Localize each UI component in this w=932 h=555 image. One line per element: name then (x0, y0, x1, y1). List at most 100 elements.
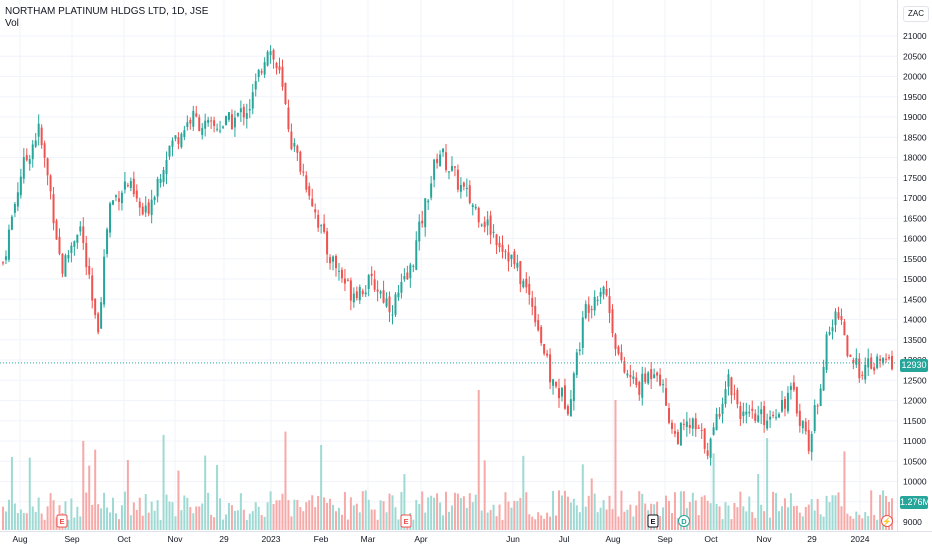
volume-bar (644, 503, 647, 530)
volume-bar (703, 495, 706, 530)
volume-bar (382, 501, 385, 530)
candle-body (662, 384, 665, 386)
time-axis: Aug Sep Oct Nov 29 2023 Feb Mar Apr Jun Jul Aug Sep O… (12, 534, 869, 544)
volume-bar (778, 511, 781, 530)
volume-bar (213, 517, 216, 530)
time-tick-label: Aug (12, 534, 27, 544)
volume-bar (2, 506, 4, 530)
candle-body (88, 266, 91, 275)
candle-body (498, 242, 501, 248)
volume-bar (691, 492, 694, 530)
volume-bar (91, 504, 94, 530)
dividend-marker-label: D (681, 517, 687, 526)
candle-body (456, 169, 459, 190)
candle-body (406, 272, 409, 280)
volume-bar (370, 509, 373, 530)
volume-bar (531, 516, 534, 530)
volume-bar (394, 507, 397, 530)
candle-body (442, 148, 445, 153)
volume-bar (141, 515, 144, 530)
dividend-marker (678, 515, 690, 527)
volume-bar (528, 514, 531, 530)
candle-body (4, 256, 7, 260)
chart-legend: NORTHAM PLATINUM HLDGS LTD, 1D, JSE Vol (5, 6, 208, 30)
volume-bar (67, 519, 70, 530)
candle-body (763, 405, 766, 426)
volume-bar (822, 516, 825, 530)
volume-bar (498, 504, 501, 530)
candle-body (91, 275, 94, 301)
price-tick-label: 9000 (903, 517, 922, 527)
candle-body (775, 416, 778, 419)
candle-body (537, 320, 540, 331)
volume-bar (343, 492, 346, 530)
volume-bar (144, 494, 147, 530)
volume-bar (742, 506, 745, 530)
candle-body (7, 229, 10, 260)
volume-bar (421, 491, 424, 530)
candle-body (623, 361, 626, 373)
candle-body (486, 219, 489, 226)
volume-bar (834, 495, 837, 530)
candle-body (162, 170, 165, 183)
volume-bar (400, 491, 403, 530)
candle-body (49, 175, 52, 192)
volume-bar (204, 455, 207, 530)
volume-bar (623, 511, 626, 530)
price-tick-label: 16000 (903, 234, 927, 244)
price-tick-label: 14500 (903, 294, 927, 304)
candle-body (471, 204, 474, 208)
volume-bar (290, 516, 293, 530)
candle-body (230, 114, 233, 129)
candle-body (16, 192, 19, 207)
candle-body (665, 388, 668, 406)
candle-body (879, 358, 882, 361)
volume-bar (269, 491, 272, 530)
volume-bar (415, 499, 418, 530)
volume-bar (112, 497, 115, 530)
volume-bar (242, 509, 245, 530)
volume-bar (376, 519, 379, 530)
volume-bar (724, 502, 727, 530)
candle-body (813, 405, 816, 432)
candle-body (712, 427, 715, 435)
price-tick-label: 15000 (903, 274, 927, 284)
volume-bar (700, 496, 703, 530)
candle-body (495, 234, 498, 246)
candle-body (721, 403, 724, 415)
price-tick-label: 10000 (903, 477, 927, 487)
volume-bar (355, 503, 358, 530)
volume-bar (736, 507, 739, 530)
candle-body (266, 51, 269, 66)
candle-body (204, 120, 207, 129)
volume-bar (715, 503, 718, 530)
candle-body (332, 256, 335, 262)
candle-body (697, 427, 700, 429)
volume-bar (614, 400, 617, 530)
volume-bar (430, 495, 433, 530)
volume-bar (49, 493, 52, 530)
candle-body (412, 265, 415, 267)
candle-body (97, 313, 100, 333)
volume-bar (275, 500, 278, 530)
volume-bar (201, 503, 204, 530)
currency-button[interactable]: ZAC (903, 6, 929, 22)
candle-body (326, 231, 329, 255)
candle-body (296, 145, 299, 153)
volume-bar (620, 490, 623, 530)
candle-body (828, 331, 831, 335)
price-tick-label: 20000 (903, 72, 927, 82)
candle-body (317, 214, 320, 228)
candle-body (439, 154, 442, 167)
time-tick-label: Apr (414, 534, 427, 544)
candle-body (584, 303, 587, 319)
volume-bar (100, 508, 103, 530)
volume-bar (239, 493, 242, 530)
volume-bar (16, 513, 19, 530)
volume-bar (590, 478, 593, 530)
candle-body (114, 195, 117, 198)
volume-bar (578, 512, 581, 530)
volume-bar (846, 513, 849, 530)
